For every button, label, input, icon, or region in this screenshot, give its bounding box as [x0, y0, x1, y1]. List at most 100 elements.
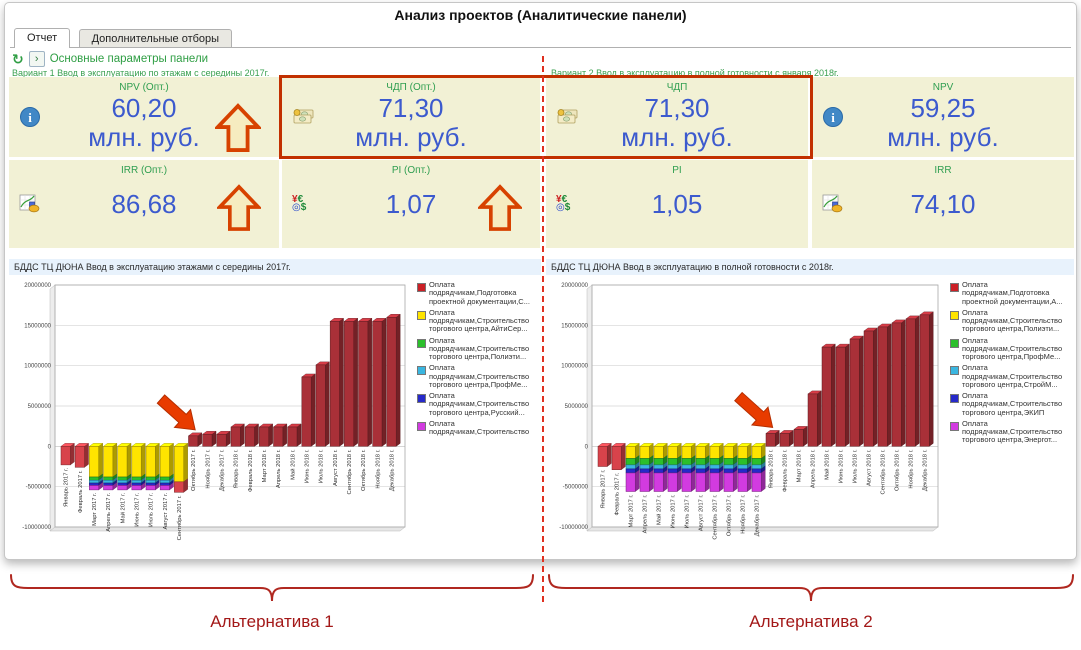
bar-segment	[89, 446, 99, 478]
bar-segment	[667, 458, 678, 466]
expand-panel-button[interactable]: ›	[28, 51, 45, 67]
x-axis-label: Декабрь 2018 г.	[390, 449, 396, 491]
bar-segment	[639, 458, 650, 466]
x-axis-label: Октябрь 2017 г.	[727, 494, 733, 536]
kpi-irr-opt[interactable]: IRR (Опт.) 86,68	[9, 160, 279, 248]
kpi-value: 1,05	[651, 189, 703, 219]
kpi-irr[interactable]: IRR 74,10	[812, 160, 1074, 248]
bar-segment	[849, 338, 860, 447]
chart1-title: БДДС ТЦ ДЮНА Ввод в эксплуатацию этажами…	[9, 259, 541, 275]
kpi-value: 74,10	[910, 189, 976, 219]
legend-item: Оплата подрядчикам,Строительство торгово…	[417, 308, 539, 334]
kpi-unit: млн. руб.	[887, 122, 999, 152]
x-axis-label: Июль 2018 г.	[319, 449, 325, 483]
up-arrow-icon	[478, 184, 522, 231]
kpi-chdp[interactable]: ЧДП 71,30 млн. руб.	[546, 77, 808, 157]
bar-segment	[273, 426, 284, 447]
tab-additional-filters[interactable]: Дополнительные отборы	[78, 29, 233, 47]
bar-segment	[597, 446, 608, 467]
bar-segment	[737, 464, 748, 470]
bar-side	[635, 469, 640, 492]
kpi-pi-opt[interactable]: PI (Опт.) 1,07 ¥€ ◎$	[282, 160, 540, 248]
bar-segment	[653, 458, 664, 466]
tab-report[interactable]: Отчет	[14, 28, 71, 48]
y-axis-label: 15000000	[24, 323, 51, 329]
legend-label: Оплата подрядчикам,Строительство торгово…	[962, 363, 1063, 389]
bar-segment	[89, 476, 99, 481]
bar-segment	[919, 314, 930, 447]
bar-side	[621, 442, 626, 471]
bar-side	[353, 317, 358, 447]
bar-segment	[202, 433, 213, 447]
bar-segment	[259, 426, 269, 447]
x-axis-label: Март 2018 г.	[262, 449, 268, 482]
bar-segment	[159, 476, 170, 481]
x-axis-label: Март 2017 г.	[92, 493, 98, 526]
bar-segment	[695, 446, 706, 459]
bar-segment	[117, 482, 128, 486]
x-axis-label: Январь 2018 г.	[234, 449, 240, 488]
bar-side	[929, 311, 934, 447]
variant2-label: Вариант 2 Ввод в эксплуатацию в полной г…	[551, 68, 839, 78]
bar-segment	[159, 479, 170, 484]
bar-side	[901, 319, 906, 447]
x-axis-label: Октябрь 2017 г.	[191, 449, 197, 491]
x-axis-label: Июль 2018 г.	[853, 449, 859, 483]
kpi-value: 86,68	[111, 189, 177, 219]
bar-segment	[386, 317, 397, 447]
bar-segment	[372, 321, 383, 447]
x-axis-label: Январь 2018 г.	[769, 449, 775, 488]
legend-label: Оплата подрядчикам,Подготовка проектной …	[962, 280, 1063, 306]
kpi-chdp-opt[interactable]: ЧДП (Опт.) 71,30 млн. руб.	[282, 77, 540, 157]
bar-segment	[131, 479, 142, 484]
bar-segment	[639, 464, 650, 470]
kpi-value: 59,25	[910, 93, 976, 123]
legend-label: Оплата подрядчикам,Строительство торгово…	[429, 335, 530, 361]
bar-segment	[89, 479, 99, 484]
x-axis-label: Январь 2017 г.	[601, 469, 607, 508]
kpi-npv-opt[interactable]: NPV (Опт.) 60,20 млн. руб. i	[9, 77, 279, 157]
bar-segment	[145, 446, 156, 478]
bar-segment	[751, 458, 762, 466]
x-axis-label: Февраль 2018 г.	[248, 449, 254, 492]
bar-segment	[751, 472, 762, 492]
alternative1-label: Альтернатива 1	[210, 612, 334, 631]
kpi-npv[interactable]: NPV 59,25 млн. руб. i	[812, 77, 1074, 157]
bar-segment	[625, 458, 636, 466]
refresh-icon[interactable]: ↻	[12, 51, 24, 67]
kpi-pi[interactable]: PI 1,05 ¥€ ◎$	[546, 160, 808, 248]
bar-side	[607, 442, 612, 467]
y-axis-label: -10000000	[559, 525, 588, 531]
bar-side	[325, 361, 330, 447]
bar-side	[817, 390, 822, 447]
bar-segment	[695, 458, 706, 466]
bar-segment	[74, 446, 85, 468]
kpi-value: 60,20	[111, 93, 177, 123]
bar-segment	[287, 426, 298, 447]
bar-side	[677, 469, 682, 492]
report-window: Анализ проектов (Аналитические панели) О…	[4, 2, 1077, 560]
bar-segment	[216, 433, 227, 447]
bar-segment	[653, 464, 664, 470]
page-title: Анализ проектов (Аналитические панели)	[394, 7, 687, 23]
x-axis-label: Апрель 2017 г.	[106, 493, 112, 532]
legend-item: Оплата подрядчикам,Подготовка проектной …	[417, 280, 539, 306]
bar-segment	[117, 485, 128, 491]
y-axis-label: 0	[48, 444, 52, 450]
bar-side	[831, 343, 836, 447]
x-axis-label: Май 2017 г.	[119, 493, 126, 524]
bar-segment	[709, 468, 720, 474]
bar-segment	[723, 446, 734, 459]
bar-side	[747, 469, 752, 492]
bar-segment	[835, 346, 846, 447]
bar-segment	[681, 468, 692, 474]
bar-side	[367, 317, 373, 447]
x-axis-label: Апрель 2018 г.	[811, 449, 817, 488]
legend-item: Оплата подрядчикам,Строительство	[417, 419, 539, 437]
bar-side	[887, 323, 892, 447]
y-axis-label: 10000000	[561, 364, 588, 370]
chart-icon	[822, 194, 843, 213]
bar-segment	[60, 446, 71, 466]
bar-side	[649, 469, 654, 492]
x-axis-label: Июнь 2018 г.	[839, 449, 845, 483]
